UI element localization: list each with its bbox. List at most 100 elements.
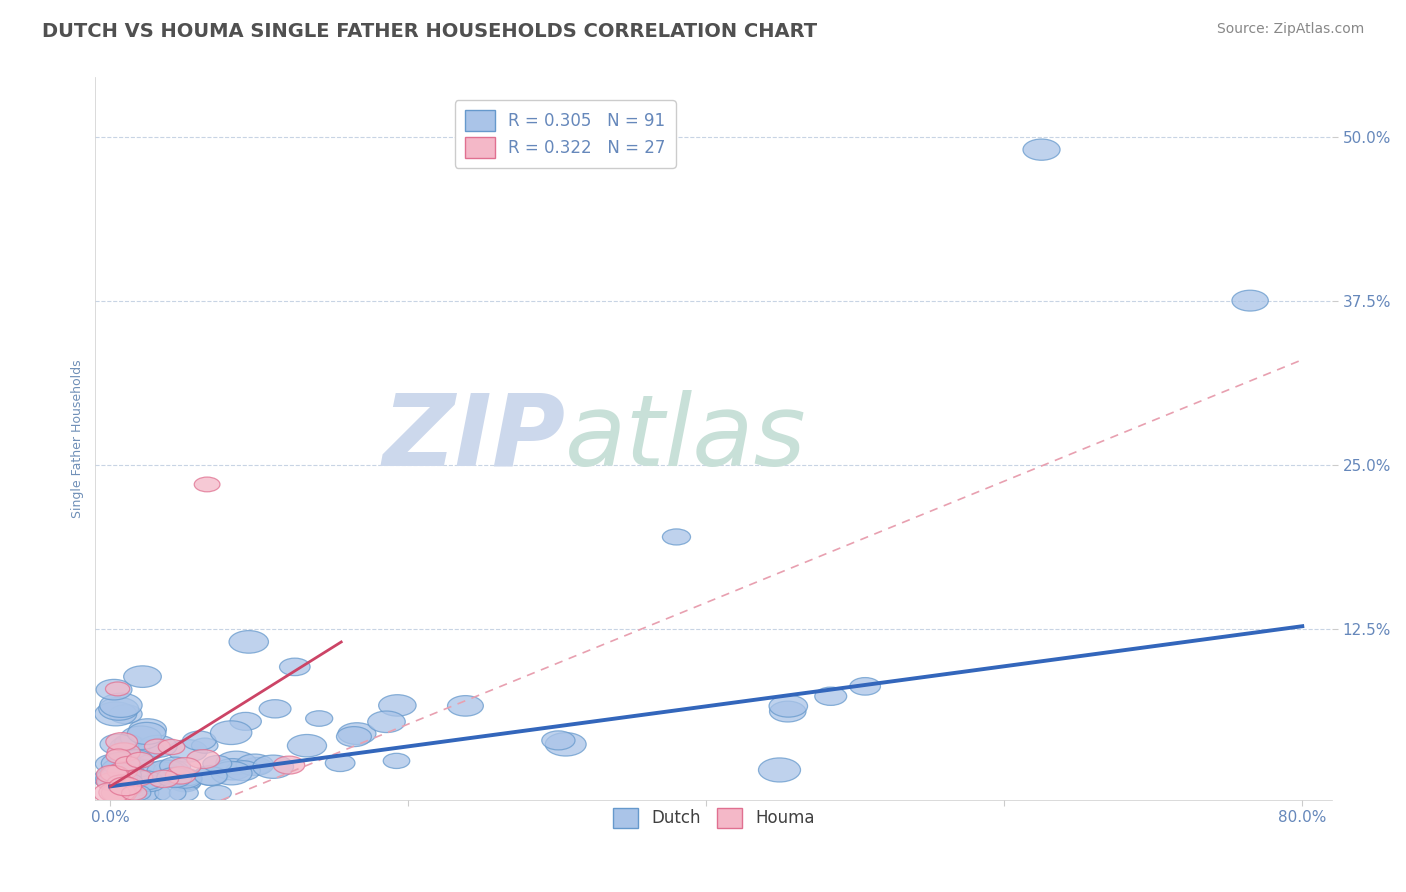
Ellipse shape [112, 762, 141, 778]
Ellipse shape [107, 775, 135, 791]
Ellipse shape [183, 731, 217, 750]
Ellipse shape [96, 680, 132, 700]
Ellipse shape [173, 770, 201, 786]
Ellipse shape [124, 785, 150, 801]
Ellipse shape [273, 756, 305, 774]
Ellipse shape [121, 782, 159, 804]
Ellipse shape [112, 779, 142, 797]
Ellipse shape [96, 755, 128, 773]
Ellipse shape [101, 757, 143, 781]
Ellipse shape [229, 631, 269, 653]
Ellipse shape [139, 735, 177, 757]
Ellipse shape [110, 736, 150, 759]
Ellipse shape [114, 751, 141, 766]
Ellipse shape [98, 782, 135, 803]
Ellipse shape [211, 721, 252, 745]
Ellipse shape [194, 765, 229, 786]
Ellipse shape [169, 739, 208, 762]
Ellipse shape [115, 756, 141, 771]
Ellipse shape [94, 782, 129, 804]
Ellipse shape [124, 770, 153, 786]
Ellipse shape [336, 727, 371, 747]
Ellipse shape [287, 734, 326, 757]
Ellipse shape [447, 696, 484, 716]
Ellipse shape [104, 764, 141, 786]
Ellipse shape [155, 784, 186, 802]
Ellipse shape [769, 701, 806, 722]
Legend: Dutch, Houma: Dutch, Houma [606, 801, 821, 835]
Ellipse shape [129, 771, 163, 789]
Ellipse shape [110, 770, 138, 786]
Ellipse shape [136, 775, 165, 791]
Ellipse shape [217, 751, 257, 774]
Ellipse shape [139, 762, 180, 785]
Ellipse shape [94, 702, 136, 726]
Ellipse shape [368, 711, 405, 732]
Y-axis label: Single Father Households: Single Father Households [72, 359, 84, 517]
Ellipse shape [259, 699, 291, 718]
Ellipse shape [211, 762, 252, 785]
Ellipse shape [226, 761, 260, 780]
Ellipse shape [1024, 139, 1060, 161]
Ellipse shape [100, 734, 135, 755]
Ellipse shape [236, 754, 274, 775]
Ellipse shape [191, 738, 218, 753]
Ellipse shape [97, 765, 128, 783]
Text: Source: ZipAtlas.com: Source: ZipAtlas.com [1216, 22, 1364, 37]
Ellipse shape [194, 477, 219, 491]
Ellipse shape [127, 752, 153, 768]
Ellipse shape [305, 711, 333, 726]
Ellipse shape [101, 767, 132, 785]
Ellipse shape [253, 755, 294, 779]
Ellipse shape [110, 705, 142, 723]
Ellipse shape [121, 768, 149, 784]
Ellipse shape [122, 775, 155, 793]
Ellipse shape [100, 693, 142, 717]
Ellipse shape [124, 760, 156, 779]
Ellipse shape [157, 767, 191, 788]
Ellipse shape [129, 719, 166, 740]
Ellipse shape [849, 678, 880, 695]
Ellipse shape [132, 741, 166, 760]
Ellipse shape [541, 731, 575, 750]
Ellipse shape [546, 732, 586, 756]
Ellipse shape [121, 726, 162, 749]
Ellipse shape [662, 529, 690, 545]
Ellipse shape [110, 747, 138, 764]
Ellipse shape [187, 749, 219, 769]
Ellipse shape [101, 783, 136, 803]
Text: ZIP: ZIP [382, 390, 565, 487]
Ellipse shape [337, 723, 375, 745]
Ellipse shape [242, 757, 271, 774]
Text: atlas: atlas [565, 390, 807, 487]
Ellipse shape [105, 682, 129, 696]
Ellipse shape [814, 687, 846, 706]
Ellipse shape [107, 743, 141, 762]
Ellipse shape [108, 777, 142, 796]
Ellipse shape [145, 739, 170, 754]
Ellipse shape [111, 778, 138, 793]
Ellipse shape [156, 768, 183, 783]
Ellipse shape [325, 755, 354, 772]
Ellipse shape [169, 772, 202, 790]
Ellipse shape [205, 786, 231, 800]
Text: DUTCH VS HOUMA SINGLE FATHER HOUSEHOLDS CORRELATION CHART: DUTCH VS HOUMA SINGLE FATHER HOUSEHOLDS … [42, 22, 817, 41]
Ellipse shape [170, 774, 201, 792]
Ellipse shape [97, 772, 128, 791]
Ellipse shape [128, 723, 166, 745]
Ellipse shape [100, 772, 129, 788]
Ellipse shape [148, 760, 186, 782]
Ellipse shape [98, 698, 139, 720]
Ellipse shape [96, 767, 138, 791]
Ellipse shape [107, 763, 138, 780]
Ellipse shape [159, 739, 184, 755]
Ellipse shape [169, 757, 201, 776]
Ellipse shape [384, 754, 409, 769]
Ellipse shape [194, 766, 228, 785]
Ellipse shape [121, 786, 146, 800]
Ellipse shape [758, 758, 800, 782]
Ellipse shape [100, 765, 129, 782]
Ellipse shape [166, 766, 195, 784]
Ellipse shape [160, 757, 191, 775]
Ellipse shape [114, 780, 142, 797]
